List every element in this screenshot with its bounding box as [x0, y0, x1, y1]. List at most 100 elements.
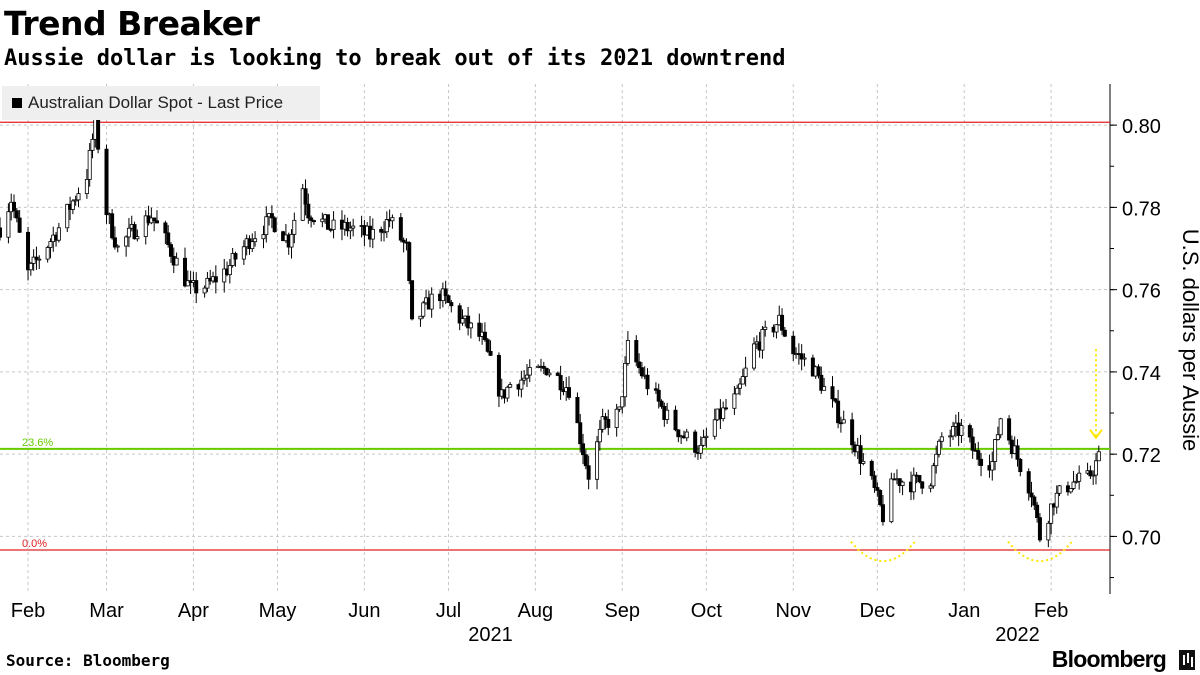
candle-body: [1049, 503, 1054, 524]
candle-body: [28, 262, 33, 271]
candle-body: [132, 224, 137, 240]
candle-body: [174, 257, 179, 266]
candle-body: [250, 241, 255, 250]
candle-body: [782, 329, 787, 337]
candle-body: [872, 475, 877, 488]
candle-body: [917, 475, 922, 483]
candle-body: [665, 409, 670, 420]
x-tick-label: Sep: [604, 600, 640, 622]
candle-body: [822, 386, 827, 391]
candle-body: [606, 418, 611, 428]
candle-body: [309, 217, 314, 221]
candle-body: [880, 504, 885, 523]
x-tick-label: Dec: [860, 600, 896, 622]
candle-body: [701, 437, 706, 446]
candle-body: [443, 288, 448, 297]
candle-body: [76, 193, 81, 201]
candle-body: [547, 372, 552, 376]
candle-body: [104, 148, 109, 216]
candle-body: [791, 335, 796, 355]
candle-body: [659, 400, 664, 407]
y-tick-label: 0.74: [1122, 363, 1161, 385]
candle-body: [1037, 517, 1042, 541]
candle-body: [166, 232, 171, 245]
candle-body: [135, 236, 140, 240]
candle-body: [345, 221, 350, 232]
candle-body: [45, 247, 50, 260]
candle-body: [763, 326, 768, 330]
y-tick-label: 0.78: [1122, 198, 1161, 220]
candle-body: [527, 367, 532, 376]
candle-body: [48, 241, 53, 248]
candle-body: [1015, 445, 1020, 460]
candle-body: [578, 422, 583, 445]
candle-body: [124, 236, 129, 247]
candle-body: [816, 366, 821, 376]
candle-body: [970, 436, 975, 451]
candle-body: [850, 419, 855, 446]
candle-body: [272, 217, 277, 233]
chart-title: Trend Breaker: [4, 4, 260, 43]
bottom-arc-marker: [1007, 541, 1073, 563]
candle-body: [1068, 488, 1073, 493]
candle-body: [634, 340, 639, 363]
candle-body: [421, 302, 426, 317]
candle-body: [676, 429, 681, 438]
candle-body: [698, 444, 703, 454]
candle-body: [575, 396, 580, 424]
candle-body: [995, 434, 1000, 440]
candle-body: [920, 481, 925, 489]
candle-body: [1026, 471, 1031, 494]
x-tick-label: Aug: [518, 600, 554, 622]
candle-body: [325, 214, 330, 230]
source-note: Source: Bloomberg: [6, 651, 170, 670]
candle-body: [673, 409, 678, 431]
candle-body: [951, 426, 956, 437]
candle-body: [14, 210, 19, 219]
x-tick-label: Jul: [436, 600, 462, 622]
candle-body: [939, 436, 944, 442]
x-year-label: 2022: [995, 624, 1040, 646]
candle-body: [1032, 496, 1037, 506]
candle-body: [185, 280, 190, 287]
candle-body: [182, 257, 187, 287]
candle-body: [878, 490, 883, 506]
candle-body: [740, 376, 745, 385]
candle-body: [390, 217, 395, 222]
candle-body: [418, 315, 423, 320]
candle-body: [979, 458, 984, 466]
candle-body: [306, 203, 311, 219]
candle-body: [586, 465, 591, 480]
x-tick-label: Feb: [11, 600, 45, 622]
candle-body: [541, 365, 546, 369]
candle-body: [639, 367, 644, 377]
legend-swatch-icon: [12, 98, 22, 108]
candle-body: [289, 233, 294, 248]
candle-body: [311, 220, 316, 223]
candle-body: [597, 428, 602, 443]
candle-body: [508, 384, 513, 388]
candle-body: [684, 431, 689, 439]
candle-body: [752, 343, 757, 369]
candle-body: [875, 487, 880, 491]
candle-body: [595, 441, 600, 480]
candle-body: [84, 179, 89, 195]
candle-body: [869, 460, 874, 477]
candle-body: [73, 199, 78, 202]
candle-body: [623, 362, 628, 398]
candle-body: [889, 478, 894, 523]
candle-body: [637, 361, 642, 369]
candle-body: [168, 244, 173, 257]
y-tick-label: 0.72: [1122, 445, 1161, 467]
candle-body: [213, 276, 218, 283]
candle-body: [1091, 474, 1096, 477]
candle-body: [732, 393, 737, 409]
y-tick-label: 0.80: [1122, 116, 1161, 138]
candle-body: [721, 407, 726, 420]
candle-body: [65, 203, 70, 229]
bottom-arc-marker: [850, 541, 916, 563]
candle-body: [143, 215, 148, 237]
candle-body: [617, 406, 622, 410]
candle-body: [1096, 451, 1101, 462]
